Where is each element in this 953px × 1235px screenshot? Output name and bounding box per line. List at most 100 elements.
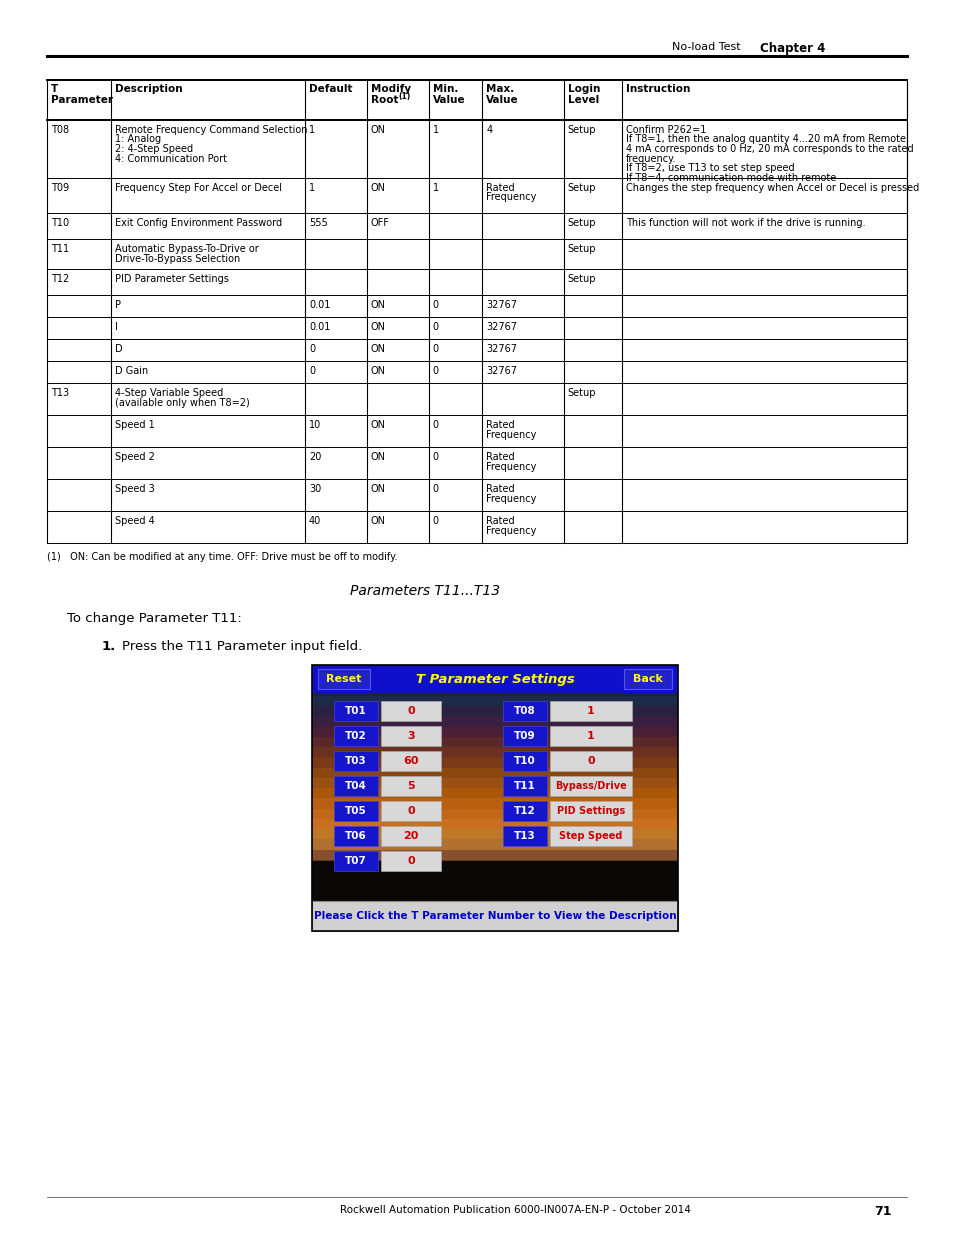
- Text: Setup: Setup: [567, 219, 596, 228]
- Text: frequency.: frequency.: [626, 153, 676, 163]
- Bar: [312, 850, 678, 861]
- Text: Setup: Setup: [567, 388, 596, 398]
- Text: (available only when T8=2): (available only when T8=2): [115, 398, 250, 408]
- Text: Rated: Rated: [486, 420, 515, 430]
- Bar: [502, 751, 546, 771]
- Text: T04: T04: [345, 781, 367, 790]
- Bar: [312, 664, 678, 677]
- Bar: [380, 776, 440, 797]
- Text: P: P: [115, 300, 121, 310]
- Text: T05: T05: [345, 806, 367, 816]
- Text: T01: T01: [345, 706, 367, 716]
- Text: Confirm P262=1: Confirm P262=1: [626, 125, 706, 135]
- Text: 5: 5: [407, 781, 415, 790]
- Text: Min.: Min.: [433, 84, 457, 94]
- Text: T09: T09: [514, 731, 536, 741]
- Bar: [380, 726, 440, 746]
- Text: Description: Description: [115, 84, 183, 94]
- Text: If T8=1, then the analog quantity 4...20 mA from Remote,: If T8=1, then the analog quantity 4...20…: [626, 135, 908, 144]
- Bar: [550, 776, 631, 797]
- Text: Setup: Setup: [567, 125, 596, 135]
- Text: 60: 60: [403, 756, 418, 766]
- Text: Frequency: Frequency: [486, 526, 536, 536]
- Text: No-load Test: No-load Test: [671, 42, 740, 52]
- Text: 4 mA corresponds to 0 Hz, 20 mA corresponds to the rated: 4 mA corresponds to 0 Hz, 20 mA correspo…: [626, 144, 913, 154]
- Text: 4-Step Variable Speed: 4-Step Variable Speed: [115, 388, 224, 398]
- Text: D: D: [115, 345, 123, 354]
- Text: Max.: Max.: [486, 84, 514, 94]
- Text: T03: T03: [345, 756, 367, 766]
- Text: T13: T13: [51, 388, 69, 398]
- Bar: [550, 726, 631, 746]
- Text: 30: 30: [309, 484, 321, 494]
- Bar: [312, 716, 678, 727]
- Text: T12: T12: [51, 274, 70, 284]
- Text: T11: T11: [51, 245, 69, 254]
- Bar: [623, 669, 671, 689]
- Bar: [312, 757, 678, 768]
- Text: 4: 4: [486, 125, 492, 135]
- Bar: [312, 829, 678, 841]
- Text: Press the T11 Parameter input field.: Press the T11 Parameter input field.: [122, 640, 362, 653]
- Text: 0.01: 0.01: [309, 300, 330, 310]
- Text: (1)   ON: Can be modified at any time. OFF: Drive must be off to modify.: (1) ON: Can be modified at any time. OFF…: [47, 552, 397, 562]
- Text: Default: Default: [309, 84, 352, 94]
- Text: This function will not work if the drive is running.: This function will not work if the drive…: [626, 219, 865, 228]
- Text: Rated: Rated: [486, 183, 515, 193]
- Text: PID Settings: PID Settings: [557, 806, 624, 816]
- Bar: [502, 802, 546, 821]
- Text: 1: 1: [586, 706, 595, 716]
- Text: Changes the step frequency when Accel or Decel is pressed: Changes the step frequency when Accel or…: [626, 183, 919, 193]
- Bar: [312, 819, 678, 830]
- Text: 0: 0: [433, 322, 438, 332]
- Text: T13: T13: [514, 831, 536, 841]
- Text: 20: 20: [403, 831, 418, 841]
- Text: 4: Communication Port: 4: Communication Port: [115, 153, 227, 163]
- Text: 32767: 32767: [486, 366, 517, 375]
- Text: Drive-To-Bypass Selection: Drive-To-Bypass Selection: [115, 253, 240, 263]
- Text: I: I: [115, 322, 118, 332]
- Text: T12: T12: [514, 806, 536, 816]
- Text: T02: T02: [345, 731, 367, 741]
- Text: Rated: Rated: [486, 516, 515, 526]
- Bar: [502, 776, 546, 797]
- Text: 32767: 32767: [486, 345, 517, 354]
- Bar: [502, 726, 546, 746]
- Text: 1: 1: [433, 125, 438, 135]
- Text: 1: 1: [309, 183, 314, 193]
- Bar: [312, 778, 678, 789]
- Text: T11: T11: [514, 781, 536, 790]
- Bar: [334, 776, 377, 797]
- Text: 0: 0: [433, 420, 438, 430]
- Text: 2: 4-Step Speed: 2: 4-Step Speed: [115, 144, 193, 154]
- Bar: [312, 726, 678, 737]
- Text: Value: Value: [486, 95, 518, 105]
- Bar: [312, 809, 678, 820]
- Text: 0: 0: [433, 366, 438, 375]
- Bar: [312, 695, 678, 708]
- Text: Setup: Setup: [567, 274, 596, 284]
- Text: T Parameter Settings: T Parameter Settings: [416, 673, 574, 685]
- Bar: [312, 840, 678, 851]
- Text: Rockwell Automation Publication 6000-IN007A-EN-P - October 2014: Rockwell Automation Publication 6000-IN0…: [339, 1205, 690, 1215]
- Bar: [380, 751, 440, 771]
- Bar: [312, 871, 678, 882]
- Text: Level: Level: [567, 95, 598, 105]
- Bar: [312, 902, 678, 931]
- Text: 0: 0: [407, 856, 415, 866]
- Bar: [334, 826, 377, 846]
- Text: ON: ON: [371, 516, 386, 526]
- Text: Speed 2: Speed 2: [115, 452, 155, 462]
- Bar: [312, 860, 678, 871]
- Bar: [312, 737, 678, 748]
- Text: 0: 0: [433, 345, 438, 354]
- Text: 40: 40: [309, 516, 321, 526]
- Text: 1.: 1.: [102, 640, 116, 653]
- Text: PID Parameter Settings: PID Parameter Settings: [115, 274, 229, 284]
- Text: 10: 10: [309, 420, 321, 430]
- Bar: [380, 701, 440, 721]
- Text: Frequency: Frequency: [486, 462, 536, 472]
- Text: 1: 1: [433, 183, 438, 193]
- Bar: [334, 726, 377, 746]
- Text: Setup: Setup: [567, 245, 596, 254]
